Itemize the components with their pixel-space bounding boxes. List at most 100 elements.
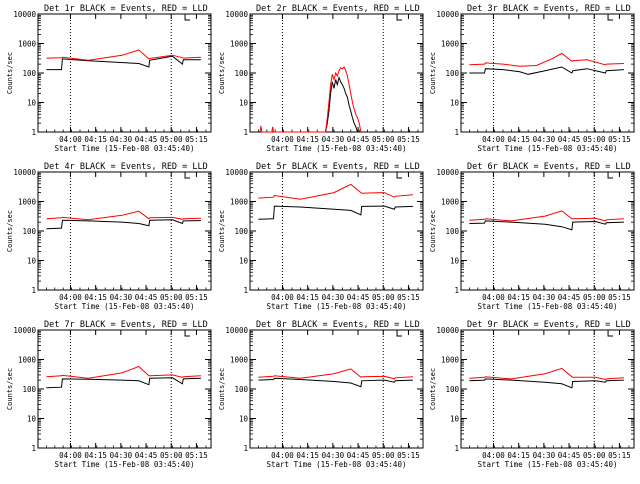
y-axis-label: Counts/sec xyxy=(6,52,14,94)
x-tick-label: 05:15 xyxy=(397,135,420,144)
plot-frame xyxy=(249,171,424,291)
x-tick-label: 04:15 xyxy=(84,135,107,144)
chart-panel: Det 1r BLACK = Events, RED = LLD 1 10 100 10… xyxy=(6,4,212,153)
y-tick-label: 10000 xyxy=(225,168,248,177)
x-tick-label: 04:30 xyxy=(533,293,556,302)
x-tick-label: 05:00 xyxy=(583,293,606,302)
x-tick-label: 04:15 xyxy=(507,451,530,460)
y-tick-label: 1 xyxy=(243,444,248,453)
y-tick-label: 1 xyxy=(243,128,248,137)
x-tick-label: 04:00 xyxy=(271,293,294,302)
x-tick-label: 04:30 xyxy=(110,135,133,144)
y-tick-label: 1 xyxy=(454,286,459,295)
y-axis-label: Counts/sec xyxy=(218,52,226,94)
y-tick-label: 100 xyxy=(445,69,459,78)
x-tick-label: 04:45 xyxy=(347,293,370,302)
y-tick-label: 1 xyxy=(454,444,459,453)
x-tick-label: 04:45 xyxy=(135,293,158,302)
events-series-line xyxy=(258,205,413,220)
x-tick-label: 04:15 xyxy=(84,293,107,302)
y-tick-label: 100 xyxy=(22,385,36,394)
x-tick-label: 04:15 xyxy=(296,451,319,460)
events-series-line xyxy=(325,75,358,133)
y-tick-label: 10000 xyxy=(225,10,248,19)
chart-title: Det 9r BLACK = Events, RED = LLD xyxy=(467,320,631,330)
y-tick-label: 1000 xyxy=(230,198,249,207)
chart-panel: Det 9r BLACK = Events, RED = LLD 1 10 100 10… xyxy=(429,320,635,469)
x-axis-label: Start Time (15-Feb-08 03:45:40) xyxy=(267,144,407,153)
lld-series-line xyxy=(469,210,624,222)
top-marker xyxy=(607,330,614,337)
y-tick-label: 100 xyxy=(234,385,248,394)
x-tick-label: 05:00 xyxy=(160,451,183,460)
y-tick-label: 10000 xyxy=(13,168,36,177)
events-series-line xyxy=(46,377,201,389)
lld-series-line xyxy=(46,210,201,221)
x-tick-label: 04:15 xyxy=(507,293,530,302)
y-tick-label: 10 xyxy=(27,99,37,108)
events-series-line xyxy=(469,66,624,75)
y-tick-label: 10 xyxy=(450,415,460,424)
x-tick-label: 04:00 xyxy=(482,135,505,144)
x-axis-label: Start Time (15-Feb-08 03:45:40) xyxy=(267,460,407,469)
top-marker xyxy=(396,172,403,179)
y-tick-label: 1 xyxy=(243,286,248,295)
x-axis-label: Start Time (15-Feb-08 03:45:40) xyxy=(478,460,618,469)
plot-frame xyxy=(460,171,635,291)
y-axis-label: Counts/sec xyxy=(429,52,437,94)
x-tick-label: 04:15 xyxy=(296,135,319,144)
lld-series-line xyxy=(259,66,362,133)
y-axis-label: Counts/sec xyxy=(429,368,437,410)
x-tick-label: 05:00 xyxy=(583,135,606,144)
x-tick-label: 05:00 xyxy=(583,451,606,460)
x-tick-label: 05:15 xyxy=(185,451,208,460)
x-axis-label: Start Time (15-Feb-08 03:45:40) xyxy=(55,302,195,311)
x-tick-label: 04:30 xyxy=(322,451,345,460)
events-series-line xyxy=(46,55,201,71)
x-tick-label: 05:00 xyxy=(372,293,395,302)
x-tick-label: 05:00 xyxy=(372,135,395,144)
chart-title: Det 5r BLACK = Events, RED = LLD xyxy=(256,162,420,172)
y-tick-label: 10000 xyxy=(436,10,459,19)
x-tick-label: 04:00 xyxy=(271,135,294,144)
x-axis-label: Start Time (15-Feb-08 03:45:40) xyxy=(478,302,618,311)
top-marker xyxy=(607,172,614,179)
chart-title: Det 7r BLACK = Events, RED = LLD xyxy=(44,320,208,330)
x-tick-label: 04:00 xyxy=(482,451,505,460)
y-tick-label: 1000 xyxy=(230,356,249,365)
chart-panel: Det 8r BLACK = Events, RED = LLD 1 10 100 10… xyxy=(218,320,424,469)
x-axis-label: Start Time (15-Feb-08 03:45:40) xyxy=(55,460,195,469)
y-tick-label: 1000 xyxy=(441,356,460,365)
x-tick-label: 04:30 xyxy=(533,135,556,144)
lld-series-line xyxy=(469,52,624,67)
plot-frame xyxy=(460,329,635,449)
x-tick-label: 04:15 xyxy=(507,135,530,144)
x-tick-label: 05:00 xyxy=(160,135,183,144)
x-axis-label: Start Time (15-Feb-08 03:45:40) xyxy=(267,302,407,311)
chart-panel: Det 7r BLACK = Events, RED = LLD 1 10 100 10… xyxy=(6,320,212,469)
events-series-line xyxy=(469,220,624,231)
chart-panel: Det 6r BLACK = Events, RED = LLD 1 10 100 10… xyxy=(429,162,635,311)
y-tick-label: 1000 xyxy=(18,40,37,49)
x-tick-label: 04:45 xyxy=(558,293,581,302)
top-marker xyxy=(396,14,403,21)
chart-panel: Det 3r BLACK = Events, RED = LLD 1 10 100 10… xyxy=(429,4,635,153)
top-marker xyxy=(184,172,191,179)
chart-title: Det 3r BLACK = Events, RED = LLD xyxy=(467,4,631,14)
y-tick-label: 100 xyxy=(22,69,36,78)
top-marker xyxy=(184,14,191,21)
y-tick-label: 10000 xyxy=(436,326,459,335)
y-axis-label: Counts/sec xyxy=(429,210,437,252)
y-tick-label: 10 xyxy=(450,257,460,266)
y-tick-label: 1000 xyxy=(441,40,460,49)
x-axis-label: Start Time (15-Feb-08 03:45:40) xyxy=(55,144,195,153)
y-tick-label: 1 xyxy=(31,286,36,295)
y-tick-label: 100 xyxy=(445,227,459,236)
y-tick-label: 10000 xyxy=(13,10,36,19)
x-tick-label: 04:00 xyxy=(59,135,82,144)
x-tick-label: 04:00 xyxy=(482,293,505,302)
lld-series-line xyxy=(258,368,413,380)
x-tick-label: 04:15 xyxy=(296,293,319,302)
